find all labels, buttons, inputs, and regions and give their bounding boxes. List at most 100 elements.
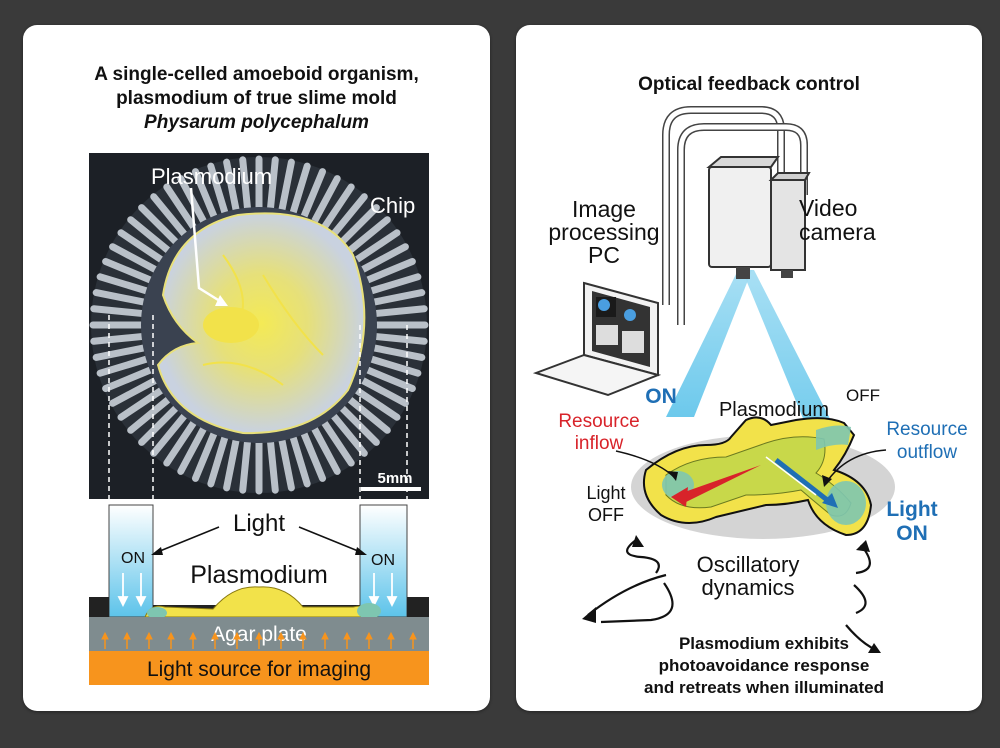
cross-section: Light ON ON Plasmodium Agar plate <box>89 504 429 685</box>
chip-spoke <box>300 168 327 220</box>
scale-bar <box>361 487 421 491</box>
resource-outflow-line2: outflow <box>897 442 957 463</box>
pc-label-line1: Image <box>572 196 636 222</box>
plasmodium-label: Plasmodium <box>719 399 829 421</box>
chip-spoke <box>353 387 401 421</box>
light-beam-on <box>666 270 752 417</box>
imaging-arrow-head <box>343 631 351 640</box>
off-beam-label: OFF <box>846 386 880 405</box>
chip-spoke <box>239 438 251 494</box>
light-off-line1: Light <box>586 483 625 503</box>
chip-spoke <box>300 430 327 482</box>
chip-spoke <box>330 193 368 238</box>
resource-outflow-line1: Resource <box>886 419 967 440</box>
chip-spoke <box>90 333 146 345</box>
imaging-arrow-head <box>299 631 307 640</box>
chip-spoke <box>364 366 416 393</box>
chip-spoke <box>371 344 426 361</box>
imaging-arrow-head <box>123 631 131 640</box>
plasmodium-pointer-head <box>215 295 228 306</box>
oscillatory-line1: Oscillatory <box>697 552 800 577</box>
chip-spokes <box>89 155 429 495</box>
imaging-arrow-head <box>365 631 373 640</box>
photo-chip-label: Chip <box>370 193 415 218</box>
camera-label-line1: Video <box>799 195 857 221</box>
light-beam-left <box>108 504 154 618</box>
chip-spoke <box>289 434 311 488</box>
cross-plasmodium-shape <box>144 586 378 618</box>
imaging-arrow-head <box>321 631 329 640</box>
camera-label-line2: camera <box>799 219 876 245</box>
imaging-arrow-head <box>189 631 197 640</box>
chip-spoke <box>330 412 368 457</box>
chip-spoke <box>127 396 172 434</box>
chip-spoke <box>321 419 355 467</box>
chip-spoke <box>267 156 279 212</box>
on-label-right: ON <box>371 552 395 569</box>
imaging-arrow-head <box>409 631 417 640</box>
left-panel: A single-celled amoeboid organism, plasm… <box>23 25 490 711</box>
chip-spoke <box>138 204 180 246</box>
chip-spoke <box>371 289 426 306</box>
chip-spoke <box>163 183 197 231</box>
chip-spoke <box>267 438 279 494</box>
chip-spoke <box>90 305 146 317</box>
plasmodium-core <box>203 307 259 343</box>
chip-photo: 5mm Plasmodium Chip <box>89 153 429 505</box>
imaging-arrow-head <box>211 631 219 640</box>
left-title-line2: plasmodium of true slime mold <box>116 88 397 109</box>
light-beam-off <box>742 270 846 450</box>
chip-spoke <box>223 437 240 492</box>
chip-spoke <box>92 344 147 361</box>
outflow-arrow <box>774 458 833 505</box>
chip-spoke <box>368 273 422 295</box>
photo-plasmodium-label: Plasmodium <box>151 164 272 189</box>
right-title: Optical feedback control <box>638 74 860 95</box>
plasmodium-blob <box>156 212 366 435</box>
light-source-label: Light source for imaging <box>147 658 371 681</box>
caption-line3: and retreats when illuminated <box>644 678 884 697</box>
plasmodium-pointer <box>189 187 224 305</box>
chip-spoke <box>207 434 229 488</box>
laptop-pc <box>532 281 662 397</box>
imaging-arrow-head <box>387 631 395 640</box>
resource-inflow-line2: inflow <box>575 433 624 454</box>
chip-spoke <box>92 289 147 306</box>
chip-spoke <box>109 377 159 407</box>
chip-spoke <box>372 333 428 345</box>
chip-spoke <box>150 193 188 238</box>
chip-spoke <box>102 257 154 284</box>
imaging-arrow-head <box>167 631 175 640</box>
left-illustration: 5mm Plasmodium Chip Light ON ON <box>89 153 429 685</box>
resource-inflow-line1: Resource <box>558 411 639 432</box>
oscillatory-line2: dynamics <box>702 575 795 600</box>
left-title-line3: Physarum polycephalum <box>144 112 369 133</box>
caption-line1: Plasmodium exhibits <box>679 634 849 653</box>
scale-bar-label: 5mm <box>377 470 412 487</box>
right-illustration: Video camera Image processing PC <box>532 106 968 697</box>
imaging-arrow-head <box>233 631 241 640</box>
video-camera <box>706 156 811 279</box>
chip-spoke <box>96 355 150 377</box>
chip-spoke <box>289 162 311 216</box>
chip-spoke <box>311 425 341 475</box>
on-beam-label: ON <box>645 385 677 408</box>
on-label-left: ON <box>121 550 145 567</box>
chip-spoke <box>138 404 180 446</box>
imaging-arrow-head <box>101 631 109 640</box>
chip-spoke <box>321 183 355 231</box>
chip-spoke <box>364 257 416 284</box>
chip-spoke <box>359 243 409 273</box>
chip-spoke <box>338 204 380 246</box>
pc-label-line2: processing <box>548 219 659 245</box>
chip-spoke <box>117 387 165 421</box>
plasmodium-structure <box>642 416 873 537</box>
chip-spoke <box>127 216 172 254</box>
chip-spoke <box>109 243 159 273</box>
chip-spoke <box>191 168 218 220</box>
imaging-arrow-head <box>277 631 285 640</box>
chip-spoke <box>102 366 154 393</box>
light-source <box>89 651 429 685</box>
inflow-arrow <box>676 465 761 503</box>
chip-spoke <box>353 229 401 263</box>
